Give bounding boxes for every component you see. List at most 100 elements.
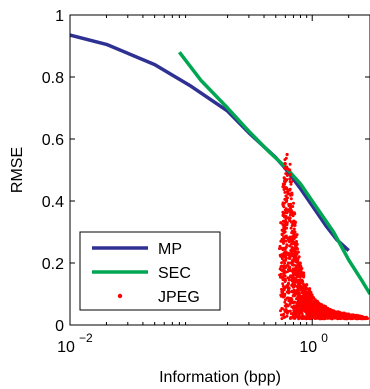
data-point <box>297 315 301 318</box>
data-point <box>301 297 305 301</box>
data-point <box>287 299 291 303</box>
data-point <box>311 296 315 299</box>
data-point <box>281 214 285 218</box>
data-point <box>289 296 293 300</box>
data-point <box>323 317 327 321</box>
data-point <box>292 309 296 313</box>
data-point <box>282 219 286 223</box>
data-point <box>299 272 303 276</box>
data-point <box>279 275 282 279</box>
data-point <box>284 308 288 311</box>
data-point <box>293 220 297 224</box>
data-point <box>302 301 306 305</box>
data-point <box>282 315 286 319</box>
data-point <box>329 312 333 316</box>
x-tick-exponent: −2 <box>79 331 93 345</box>
legend-label-mp: MP <box>158 241 182 258</box>
data-point <box>288 219 292 223</box>
data-point <box>283 274 287 278</box>
data-point <box>319 307 323 311</box>
data-point <box>295 246 299 250</box>
data-point <box>292 315 296 319</box>
data-point <box>284 239 288 243</box>
data-point <box>294 243 298 247</box>
data-point <box>293 269 296 273</box>
data-point <box>319 311 323 315</box>
data-point <box>350 313 353 317</box>
data-point <box>285 243 289 247</box>
axis-ticks: 0 0.2 0.4 0.6 0.8 1 10 −2 10 0 <box>42 8 370 356</box>
data-point <box>296 309 300 313</box>
data-point <box>283 300 287 304</box>
data-point <box>298 261 302 265</box>
data-point <box>287 209 291 213</box>
data-point <box>290 211 294 215</box>
data-point <box>279 246 283 250</box>
data-point <box>283 197 287 201</box>
data-point <box>286 191 290 194</box>
data-point <box>302 293 306 297</box>
data-point <box>280 290 284 294</box>
data-point <box>312 315 316 319</box>
data-point <box>290 235 294 239</box>
data-point <box>292 223 296 227</box>
data-point <box>289 182 293 186</box>
data-point <box>283 177 287 181</box>
data-point <box>314 316 318 320</box>
data-point <box>304 285 308 289</box>
data-point <box>292 293 296 297</box>
y-tick-label: 0.6 <box>42 132 64 149</box>
data-point <box>283 190 287 194</box>
data-point <box>282 231 286 235</box>
x-tick-label: 10 <box>57 339 75 356</box>
data-point <box>280 268 284 272</box>
data-point <box>299 281 303 285</box>
data-point <box>309 313 313 317</box>
data-point <box>279 254 283 258</box>
data-point <box>307 298 311 302</box>
data-point <box>291 263 294 267</box>
data-point <box>285 152 289 157</box>
data-point <box>283 186 287 190</box>
data-point <box>289 197 293 201</box>
data-point <box>278 273 282 277</box>
data-point <box>282 312 286 316</box>
data-point <box>282 272 286 276</box>
data-point <box>289 226 293 230</box>
data-point <box>291 280 295 284</box>
data-point <box>279 313 283 317</box>
data-point <box>295 284 299 288</box>
data-point <box>282 259 286 263</box>
data-point <box>285 223 289 227</box>
data-point <box>292 304 296 308</box>
data-point <box>303 287 307 291</box>
data-point <box>292 201 295 205</box>
data-point <box>281 248 285 252</box>
y-axis-label: RMSE <box>9 147 26 193</box>
data-point <box>288 173 292 177</box>
data-point <box>293 212 297 216</box>
legend-label-jpeg: JPEG <box>158 289 200 306</box>
data-point <box>289 193 293 197</box>
data-point <box>288 206 292 210</box>
data-point <box>284 298 287 302</box>
data-point <box>352 314 356 318</box>
data-point <box>329 316 333 320</box>
data-point <box>290 180 293 184</box>
data-point <box>301 282 305 286</box>
y-tick-label: 0 <box>55 318 64 335</box>
data-point <box>321 312 325 316</box>
data-point <box>308 292 312 296</box>
data-point <box>283 277 287 281</box>
data-point <box>294 277 298 280</box>
data-point <box>291 231 295 235</box>
data-point <box>286 253 290 257</box>
data-point <box>314 303 318 307</box>
data-point <box>317 316 321 320</box>
data-point <box>290 260 294 264</box>
data-point <box>279 309 282 313</box>
data-point <box>316 309 320 313</box>
data-point <box>289 316 293 319</box>
data-point <box>287 240 291 244</box>
data-point <box>291 274 295 278</box>
